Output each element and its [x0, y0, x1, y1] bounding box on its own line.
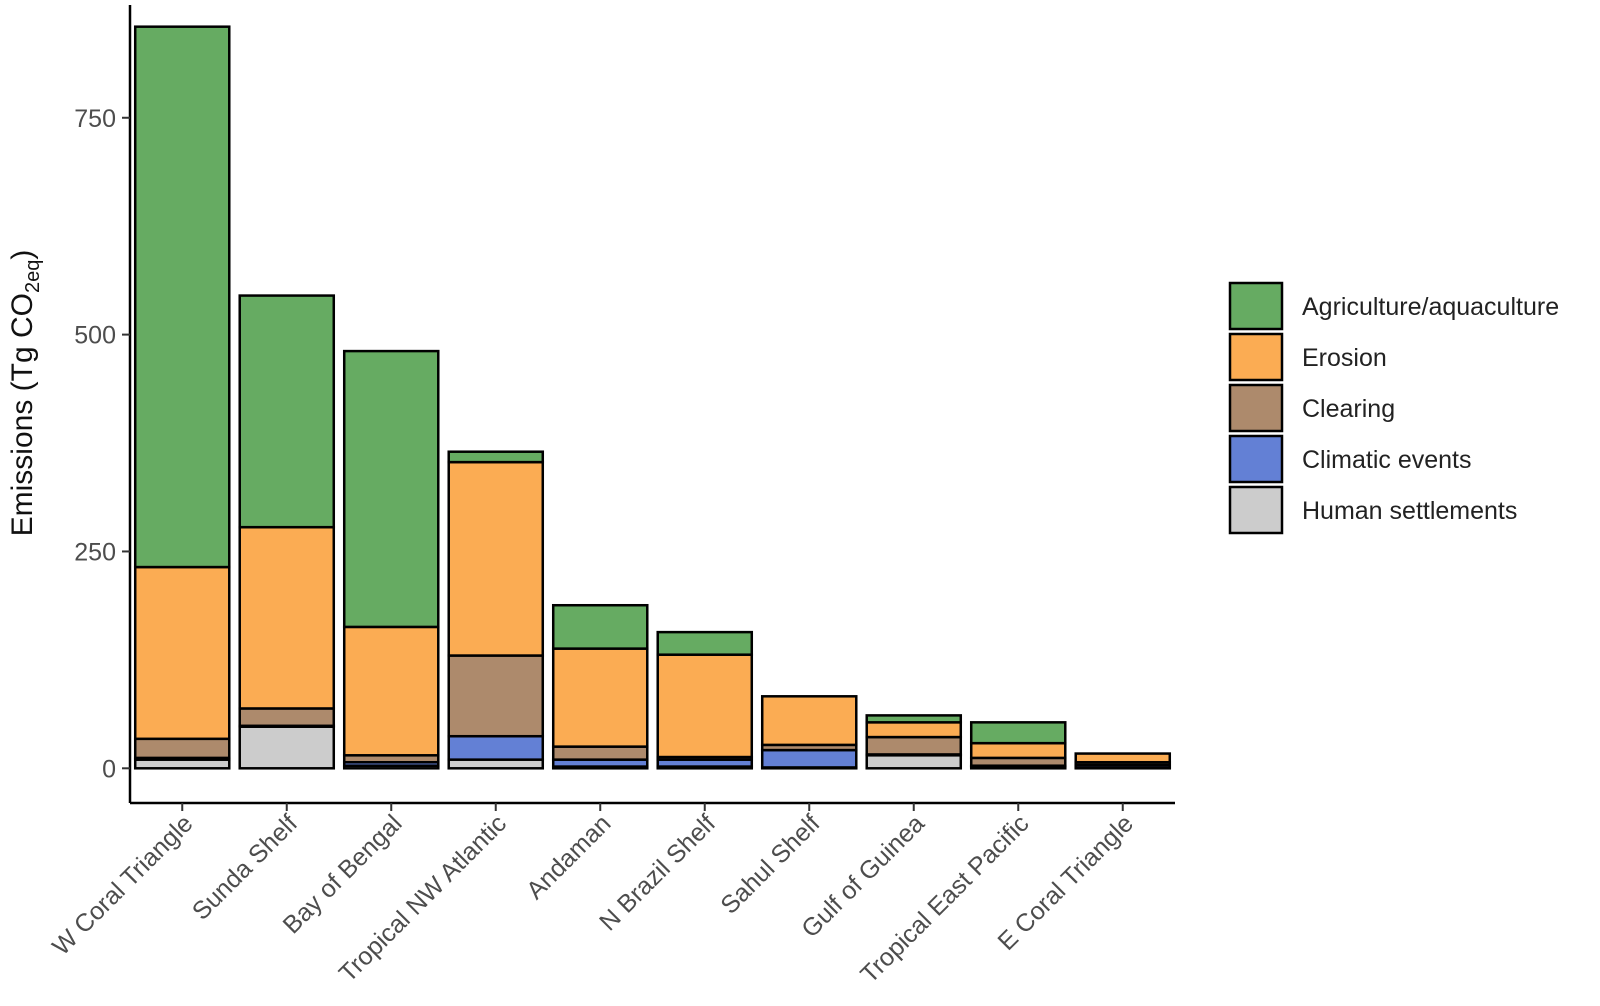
bar-segment — [551, 647, 649, 748]
bar-segment — [656, 653, 754, 759]
bar-segment — [1074, 752, 1172, 764]
bar-segment — [342, 349, 440, 629]
legend-key — [1228, 332, 1284, 382]
y-tick-label: 250 — [74, 538, 116, 566]
legend-key — [1228, 383, 1284, 433]
bar-segment — [238, 725, 336, 770]
bar-segment — [865, 714, 963, 724]
legend-label: Erosion — [1302, 344, 1387, 372]
legend-label: Clearing — [1302, 395, 1395, 423]
bar-segment — [447, 734, 545, 761]
legend-label: Human settlements — [1302, 497, 1517, 525]
x-tick-label: Andaman — [521, 809, 616, 904]
bar-segment — [656, 630, 754, 656]
bar-segment — [447, 758, 545, 770]
bar-segment — [133, 25, 231, 569]
x-tick-label: W Coral Triangle — [47, 809, 198, 960]
legend-key — [1228, 485, 1284, 535]
bar-segment — [133, 758, 231, 770]
bar-segment — [447, 460, 545, 657]
x-tick-label: Sunda Shelf — [187, 809, 303, 925]
x-tick-label: Sahul Shelf — [715, 809, 825, 919]
bar-segment — [969, 721, 1067, 745]
legend-key — [1228, 434, 1284, 484]
bar-segment — [551, 603, 649, 650]
legend: Agriculture/aquaculture Erosion Clearing Cl… — [1228, 281, 1559, 535]
bar-segment — [238, 707, 336, 728]
bar-segment — [342, 625, 440, 757]
bar-segment — [551, 745, 649, 761]
legend-key — [1228, 281, 1284, 331]
bar-segment — [865, 721, 963, 739]
legend-label: Climatic events — [1302, 446, 1472, 474]
bar-segment — [133, 737, 231, 760]
y-axis-title-close: ) — [6, 250, 39, 260]
svg-text:Emissions (Tg CO2eq): Emissions (Tg CO2eq) — [6, 250, 44, 537]
y-axis-title-main: Emissions (Tg CO — [6, 293, 39, 536]
y-axis-title: Emissions (Tg CO2eq) — [6, 250, 44, 537]
y-tick-label: 500 — [74, 322, 116, 350]
bar-segment — [865, 735, 963, 756]
y-tick-label: 750 — [74, 105, 116, 133]
legend-label: Agriculture/aquaculture — [1302, 293, 1559, 321]
bar-segment — [760, 695, 858, 747]
bar-segment — [969, 741, 1067, 760]
bar-segment — [865, 754, 963, 770]
y-tick-label: 0 — [102, 755, 116, 783]
bar-segment — [238, 525, 336, 710]
y-axis-title-subscript: 2eq — [22, 260, 44, 293]
bar-segment — [447, 450, 545, 464]
bar-segment — [760, 748, 858, 769]
bar-segment — [133, 565, 231, 741]
bar-segment — [447, 654, 545, 738]
bar-segment — [238, 294, 336, 529]
